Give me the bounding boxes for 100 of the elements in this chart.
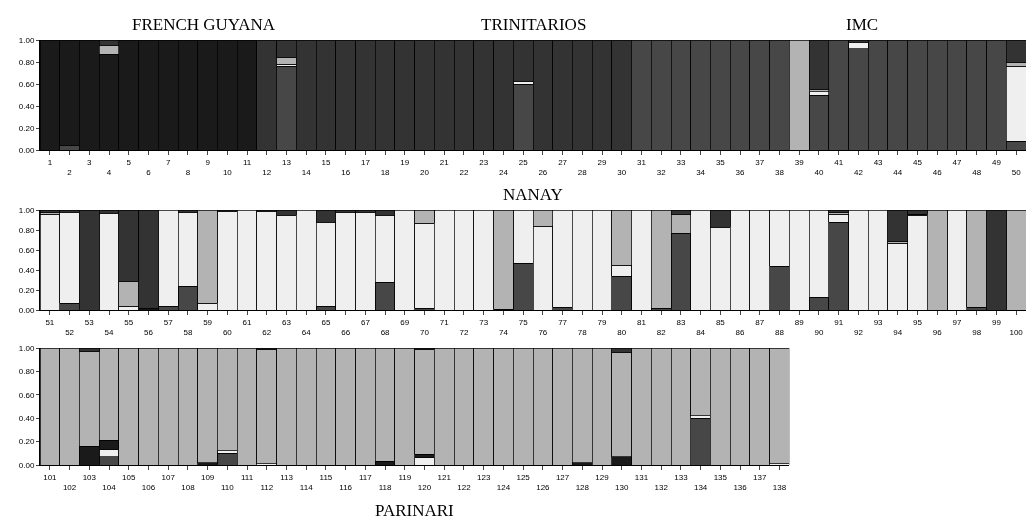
y-tick-label: 0.00 [18,305,35,315]
x-tick-label: 98 [972,328,982,337]
y-tick-label: 0.60 [18,390,35,400]
x-tick-label: 78 [577,328,588,337]
x-tick-label: 34 [696,168,706,177]
x-tick-label: 9 [205,157,211,167]
x-tick-label: 114 [299,483,314,492]
x-tick-label: 116 [339,483,353,492]
y-tick-label: 1.00 [18,343,35,353]
x-tick-label: 32 [656,168,667,177]
x-tick-label: 120 [417,483,432,492]
x-tick-label: 130 [615,483,629,492]
x-tick-label: 22 [459,168,469,177]
x-tick-label: 73 [479,317,489,327]
y-tick-label: 0.40 [18,414,35,423]
x-tick-label: 48 [972,168,982,177]
x-tick-label: 58 [183,328,193,337]
x-tick-label: 117 [359,472,373,482]
x-tick-label: 135 [713,472,728,482]
x-tick-label: 4 [106,168,112,177]
y-tick-label: 0.20 [18,437,35,447]
x-tick-label: 12 [262,168,272,177]
x-tick-label: 54 [104,328,115,337]
x-tick-label: 36 [735,168,746,177]
x-tick-label: 99 [991,317,1002,327]
x-tick-label: 93 [873,317,884,327]
x-tick-label: 65 [321,317,331,327]
x-tick-label: 103 [82,472,97,482]
x-tick-label: 133 [674,472,689,482]
x-tick-label: 15 [321,157,331,167]
x-tick-label: 18 [380,168,391,177]
x-tick-label: 131 [634,472,649,482]
x-tick-label: 110 [220,483,235,492]
x-tick-label: 19 [400,157,410,167]
x-tick-label: 13 [282,157,292,167]
x-tick-label: 113 [280,472,294,482]
x-tick-label: 85 [715,317,726,327]
x-tick-label: 66 [341,328,351,337]
x-tick-label: 40 [814,168,824,177]
x-tick-label: 105 [122,472,136,482]
x-tick-label: 26 [538,168,548,177]
x-tick-label: 64 [301,328,312,337]
x-tick-label: 115 [319,472,333,482]
x-tick-label: 84 [696,328,706,337]
x-tick-label: 87 [755,317,765,327]
text: PARINARI [375,501,455,520]
x-tick-label: 24 [498,168,509,177]
x-tick-label: 3 [87,157,93,167]
x-tick-label: 71 [439,317,450,327]
x-tick-label: 57 [163,317,174,327]
x-tick-label: 5 [126,157,132,167]
x-tick-label: 112 [260,483,274,492]
x-tick-label: 50 [1011,168,1022,177]
x-tick-label: 14 [301,168,312,177]
x-tick-label: 38 [775,168,785,177]
text: TRINITARIOS [481,15,587,34]
x-tick-label: 63 [282,317,292,327]
text: IMC [846,15,879,34]
x-tick-label: 37 [755,157,765,167]
x-tick-label: 134 [693,483,708,492]
y-tick-label: 0.20 [18,123,35,133]
x-tick-label: 79 [597,317,608,327]
y-tick-label: 0.60 [18,79,35,89]
x-tick-label: 41 [834,157,844,167]
x-tick-label: 17 [360,157,371,167]
x-tick-label: 49 [991,157,1002,167]
x-tick-label: 94 [893,328,903,337]
x-tick-label: 101 [43,472,58,482]
x-tick-label: 124 [496,483,511,492]
x-tick-label: 129 [595,472,610,482]
y-tick-label: 1.00 [18,205,35,215]
x-tick-label: 23 [479,157,489,167]
x-tick-label: 96 [932,328,943,337]
x-tick-label: 111 [240,472,254,482]
x-tick-label: 102 [62,483,77,492]
x-tick-label: 62 [262,328,272,337]
x-tick-label: 74 [498,328,509,337]
x-tick-label: 2 [67,168,73,177]
x-tick-label: 39 [794,157,805,167]
x-tick-label: 42 [853,168,864,177]
x-tick-label: 95 [913,317,923,327]
y-tick-label: 0.00 [18,460,35,470]
x-tick-label: 69 [400,317,410,327]
x-tick-label: 46 [932,168,943,177]
x-tick-label: 89 [794,317,805,327]
x-tick-label: 100 [1009,328,1024,337]
text: NANAY [503,185,563,204]
x-tick-label: 138 [772,483,787,492]
x-tick-label: 61 [242,317,253,327]
y-tick-label: 0.40 [18,101,35,111]
x-tick-label: 33 [676,157,686,167]
x-tick-label: 31 [637,157,647,167]
x-tick-label: 68 [380,328,391,337]
x-tick-label: 8 [185,168,191,177]
x-tick-label: 56 [144,328,154,337]
x-tick-label: 126 [536,483,551,492]
y-tick-label: 0.40 [18,265,35,275]
x-tick-label: 43 [873,157,884,167]
text: FRENCH GUYANA [132,15,276,34]
y-tick-label: 0.80 [18,225,35,235]
